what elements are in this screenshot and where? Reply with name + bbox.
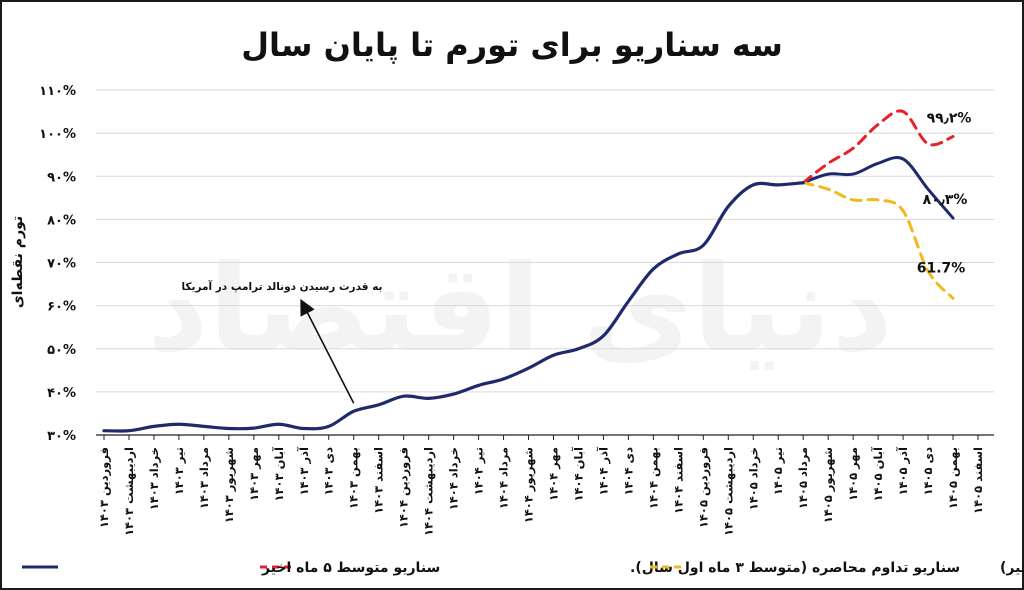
watermark: دنیای اقتصاد <box>147 240 893 379</box>
y-tick-label: ۵۰% <box>47 343 76 358</box>
x-tick-label: فروردین ۱۴۰۵ <box>696 447 711 528</box>
x-tick-label: بهمن ۱۴۰۵ <box>946 447 960 509</box>
x-tick-label: مهر ۱۴۰۴ <box>546 447 560 501</box>
x-tick-label: خرداد ۱۴۰۳ <box>147 447 161 510</box>
actual-inflation-line <box>102 181 805 433</box>
y-tick-label: ۴۰% <box>47 386 76 401</box>
x-tick-label: خرداد ۱۴۰۴ <box>447 447 461 510</box>
x-tick-label: دی ۱۴۰۵ <box>921 447 935 496</box>
x-tick-label: اردیبهشت ۱۴۰۳ <box>122 447 136 536</box>
legend: سناریو تداوم محاصره (متوسط ۳ ماه اول سال… <box>22 560 1024 576</box>
x-tick-label: مرداد ۱۴۰۳ <box>197 447 211 509</box>
series-end-label: ۹۹٫۲% <box>927 111 972 127</box>
series-lines <box>102 109 955 433</box>
x-tick-label: مرداد ۱۴۰۵ <box>796 447 810 509</box>
series-line <box>801 181 955 300</box>
legend-item-red: سناریو تداوم محاصره (متوسط ۳ ماه اول سال… <box>630 560 960 576</box>
x-tick-label: آبان ۱۴۰۵ <box>871 446 885 502</box>
x-tick-label: فروردین ۱۴۰۳ <box>97 447 112 528</box>
x-tick-label: مهر ۱۴۰۵ <box>846 447 860 501</box>
x-tick-label: اردیبهشت ۱۴۰۴ <box>422 447 436 536</box>
x-tick-label: تیر ۱۴۰۴ <box>472 447 486 495</box>
x-tick-label: مرداد ۱۴۰۴ <box>497 447 511 509</box>
end-labels: ۸۰٫۳% ۹۹٫۲% 61.7% <box>917 111 972 277</box>
annotation-arrow <box>300 298 355 404</box>
chart-title: سه سناریو برای تورم تا پایان سال <box>241 26 783 64</box>
x-tick-label: بهمن ۱۴۰۴ <box>646 447 660 509</box>
x-tick-label: اسفند ۱۴۰۳ <box>372 447 386 514</box>
y-tick-label: ۳۰% <box>47 429 76 444</box>
gridlines <box>96 89 994 436</box>
y-tick-label: ۱۱۰% <box>39 84 76 99</box>
series-line <box>801 109 955 185</box>
x-tick-label: تیر ۱۴۰۳ <box>172 447 186 495</box>
y-tick-label: ۷۰% <box>47 257 76 272</box>
series-end-label: 61.7% <box>917 260 966 276</box>
y-axis-ticks: ۳۰% ۴۰% ۵۰% ۶۰% ۷۰% ۸۰% ۹۰% ۱۰۰% ۱۱۰% <box>39 84 76 444</box>
x-tick-label: اردیبهشت ۱۴۰۵ <box>721 447 735 536</box>
x-tick-label: آذر ۱۴۰۵ <box>896 446 910 496</box>
x-tick-label: خرداد ۱۴۰۵ <box>746 447 760 510</box>
y-tick-label: ۶۰% <box>47 300 76 315</box>
x-tick-label: دی ۱۴۰۳ <box>322 447 336 496</box>
x-tick-label: آذر ۱۴۰۴ <box>596 446 610 496</box>
x-tick-label: شهریور ۱۴۰۴ <box>522 447 537 523</box>
x-tick-label: اسفند ۱۴۰۵ <box>971 447 985 514</box>
watermark-text: دنیای اقتصاد <box>147 240 893 379</box>
x-tick-label: دی ۱۴۰۴ <box>621 447 635 496</box>
x-tick-label: بهمن ۱۴۰۳ <box>347 447 361 509</box>
legend-item-yellow: سناریو تنش‌زدایی و تفاهم (متوسط ۲ ماه اخ… <box>1000 560 1024 576</box>
x-tick-label: آبان ۱۴۰۴ <box>571 446 585 502</box>
series-end-label: ۸۰٫۳% <box>923 192 968 208</box>
x-tick-label: آذر ۱۴۰۳ <box>297 446 311 496</box>
y-tick-label: ۱۰۰% <box>39 127 76 142</box>
series-line <box>801 156 955 220</box>
x-tick-label: تیر ۱۴۰۵ <box>771 447 785 495</box>
y-tick-label: ۸۰% <box>47 213 76 228</box>
annotation-text: به قدرت رسیدن دونالد ترامپ در آمریکا <box>181 280 382 293</box>
legend-item-navy: سناریو متوسط ۵ ماه اخیر <box>261 560 440 576</box>
y-tick-label: ۹۰% <box>47 170 76 185</box>
annotations: به قدرت رسیدن دونالد ترامپ در آمریکا <box>181 280 383 404</box>
x-tick-label: مهر ۱۴۰۳ <box>247 447 261 501</box>
y-axis-label: تورم نقطه‌ای <box>10 216 26 308</box>
x-tick-label: اسفند ۱۴۰۴ <box>671 447 685 514</box>
x-axis-ticks: فروردین ۱۴۰۳ اردیبهشت ۱۴۰۳ خرداد ۱۴۰۳ تیر ۱… <box>97 435 985 536</box>
x-tick-label: فروردین ۱۴۰۴ <box>397 447 412 528</box>
x-tick-label: آبان ۱۴۰۳ <box>272 446 286 502</box>
x-tick-label: شهریور ۱۴۰۳ <box>222 447 237 523</box>
x-tick-label: شهریور ۱۴۰۵ <box>821 447 836 523</box>
